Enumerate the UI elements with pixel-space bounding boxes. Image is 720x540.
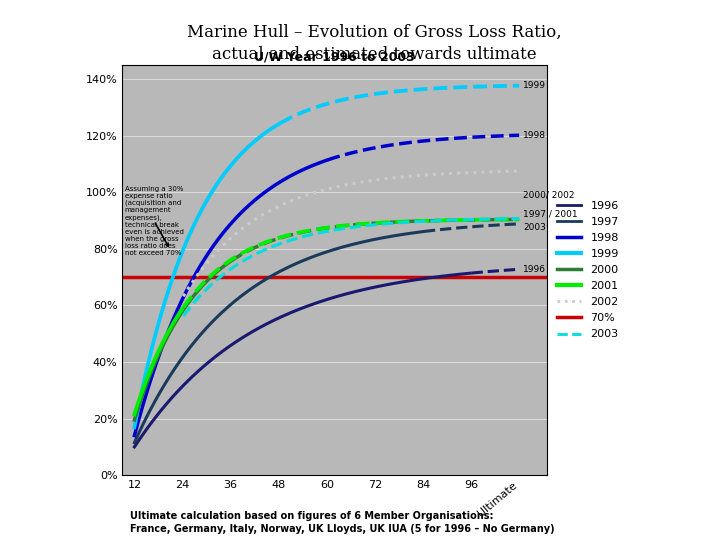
Text: 1996: 1996 (523, 265, 546, 274)
Text: 2000/ 2002: 2000/ 2002 (523, 191, 575, 200)
Title: U/W Year 1996 to 2003: U/W Year 1996 to 2003 (254, 51, 415, 64)
Text: 1999: 1999 (523, 81, 546, 90)
Text: actual and estimated towards ultimate: actual and estimated towards ultimate (212, 46, 536, 63)
Text: 1998: 1998 (523, 131, 546, 140)
Text: 1997 / 2001: 1997 / 2001 (523, 210, 577, 218)
Text: France, Germany, Italy, Norway, UK Lloyds, UK IUA (5 for 1996 – No Germany): France, Germany, Italy, Norway, UK Lloyd… (130, 524, 554, 534)
Legend: 1996, 1997, 1998, 1999, 2000, 2001, 2002, 70%, 2003: 1996, 1997, 1998, 1999, 2000, 2001, 2002… (557, 200, 618, 340)
Text: Assuming a 30%
expense ratio
(acquisition and
management
expenses),
technical br: Assuming a 30% expense ratio (acquisitio… (125, 186, 184, 256)
Text: Ultimate calculation based on figures of 6 Member Organisations:: Ultimate calculation based on figures of… (130, 511, 493, 522)
Text: 2003: 2003 (523, 223, 546, 232)
Text: Marine Hull – Evolution of Gross Loss Ratio,: Marine Hull – Evolution of Gross Loss Ra… (187, 24, 562, 41)
